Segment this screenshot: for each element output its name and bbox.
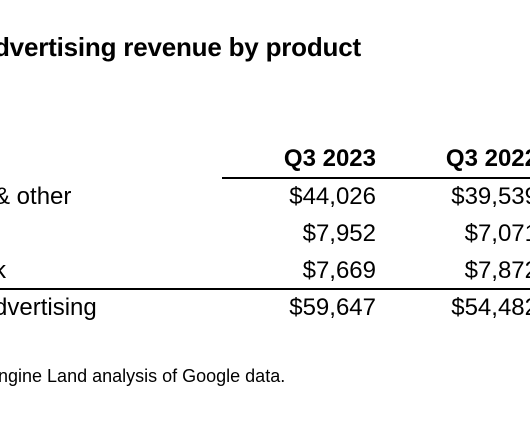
table-cell: $7,669 [302,257,376,284]
table-cell: $7,071 [464,220,530,247]
table-cell: $7,872 [464,257,530,284]
table-cell: $44,026 [289,183,376,210]
header-rule [222,177,530,179]
table-cell: $54,482 [451,294,530,321]
row-label: & other [0,183,72,210]
table-cell: $7,952 [302,220,376,247]
column-header-q3-2023: Q3 2023 [283,145,376,172]
table-title: dvertising revenue by product [0,32,361,62]
total-rule [0,288,530,290]
table-cell: $39,539 [451,183,530,210]
column-header-q3-2022: Q3 2022 [445,145,530,172]
row-label: k [0,257,6,284]
table-cell: $59,647 [289,294,376,321]
row-label: dvertising [0,294,97,321]
source-note: ngine Land analysis of Google data. [0,366,286,386]
